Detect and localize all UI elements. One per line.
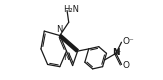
Text: H₂N: H₂N	[63, 5, 79, 14]
Text: N: N	[112, 48, 120, 57]
Text: O⁻: O⁻	[122, 37, 134, 46]
Text: O: O	[122, 60, 129, 70]
Text: N: N	[64, 53, 70, 62]
Text: +: +	[116, 49, 121, 54]
Text: N: N	[56, 25, 62, 34]
